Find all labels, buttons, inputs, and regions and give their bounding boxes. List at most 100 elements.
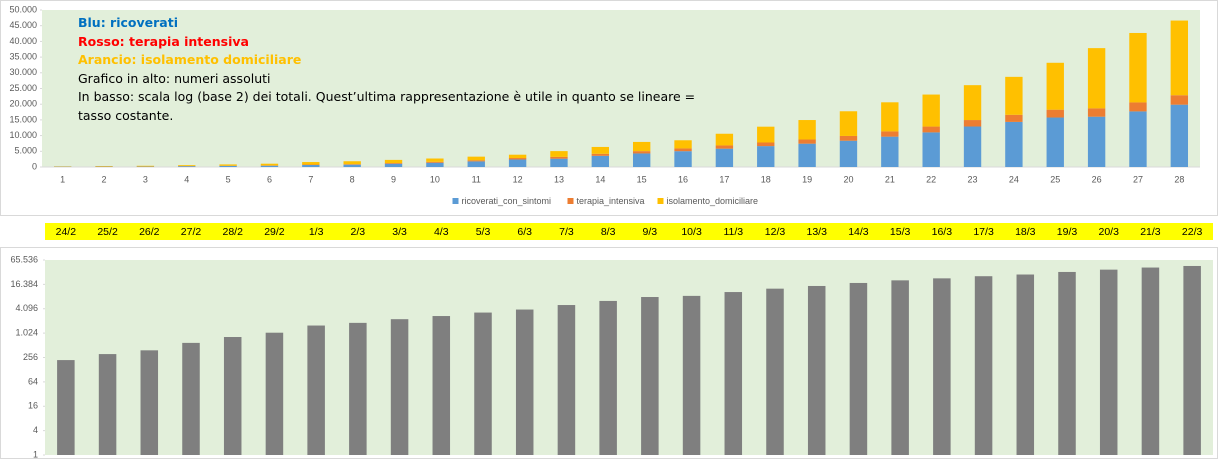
bar-segment xyxy=(1129,111,1147,167)
legend-swatch xyxy=(452,198,459,204)
category-label: 22/3 xyxy=(1182,226,1203,238)
category-label: 8/3 xyxy=(601,226,616,238)
annotation: In basso: scala log (base 2) dei totali.… xyxy=(78,89,696,123)
legend-label: terapia_intensiva xyxy=(577,196,645,206)
bar-segment xyxy=(674,148,692,152)
x-tick-label: 28 xyxy=(1174,174,1184,184)
category-label: 3/3 xyxy=(392,226,407,238)
category-label: 11/3 xyxy=(723,226,743,238)
bar-segment xyxy=(343,164,361,167)
bar-segment xyxy=(963,120,982,127)
bar-segment xyxy=(881,136,899,167)
bar-segment xyxy=(1087,116,1106,167)
bar-segment xyxy=(219,164,237,166)
bar-segment xyxy=(219,165,237,167)
y-tick-label: 15.000 xyxy=(9,114,37,124)
bar-segment xyxy=(178,165,196,167)
x-tick-label: 2 xyxy=(102,174,107,184)
bar-segment xyxy=(1087,48,1106,109)
legend-swatch xyxy=(657,198,664,204)
x-tick-label: 9 xyxy=(391,174,396,184)
bar xyxy=(265,332,284,455)
bar-segment xyxy=(1046,62,1064,110)
category-label: 9/3 xyxy=(643,226,658,238)
bar-segment xyxy=(757,146,775,167)
y-tick-label: 16 xyxy=(28,401,38,411)
bar-segment xyxy=(467,160,485,162)
bar xyxy=(1099,269,1118,455)
bar-segment xyxy=(632,153,651,167)
bar-segment xyxy=(1005,114,1023,122)
bar xyxy=(349,322,367,455)
y-tick-label: 10.000 xyxy=(9,130,37,140)
category-label: 18/3 xyxy=(1015,226,1036,238)
bar xyxy=(307,325,325,455)
bar-segment xyxy=(1129,102,1147,112)
x-tick-label: 26 xyxy=(1092,174,1102,184)
x-tick-label: 4 xyxy=(184,174,189,184)
bar xyxy=(98,354,117,455)
category-label: 19/3 xyxy=(1057,226,1078,238)
bar-segment xyxy=(384,159,403,164)
bar-segment xyxy=(881,131,899,137)
category-label: 5/3 xyxy=(476,226,491,238)
bar-segment xyxy=(136,165,155,167)
bar-segment xyxy=(839,140,858,167)
bar xyxy=(57,360,75,455)
bar-segment xyxy=(591,146,610,154)
y-tick-label: 4 xyxy=(33,425,38,435)
bar-segment xyxy=(963,85,982,121)
y-tick-label: 45.000 xyxy=(9,20,37,30)
bar-segment xyxy=(467,156,485,161)
bar-segment xyxy=(508,154,527,159)
x-tick-label: 1 xyxy=(60,174,65,184)
y-tick-label: 20.000 xyxy=(9,99,37,109)
bar-segment xyxy=(178,166,196,167)
bar xyxy=(766,288,784,455)
bar xyxy=(223,337,242,455)
bar-segment xyxy=(467,161,485,167)
bar-segment xyxy=(550,151,568,157)
bar-segment xyxy=(715,145,734,149)
annotations: Blu: ricoverati Rosso: terapia intensiva A… xyxy=(78,14,718,125)
bar-segment xyxy=(922,126,940,133)
legend-label: isolamento_domiciliare xyxy=(667,196,759,206)
bar-segment xyxy=(757,126,775,143)
category-label: 2/3 xyxy=(351,226,366,238)
bar xyxy=(849,282,868,455)
category-label: 21/3 xyxy=(1140,226,1161,238)
bar-segment xyxy=(1046,109,1064,118)
bar xyxy=(599,300,617,455)
bar-segment xyxy=(922,94,940,127)
bar-segment xyxy=(260,165,279,167)
category-label: 25/2 xyxy=(97,226,118,238)
x-tick-label: 22 xyxy=(926,174,936,184)
bar-segment xyxy=(550,158,568,167)
bar xyxy=(682,295,701,455)
bar xyxy=(390,319,409,455)
annotation: Grafico in alto: numeri assoluti xyxy=(78,70,271,86)
category-label: 13/3 xyxy=(806,226,827,238)
x-tick-label: 21 xyxy=(885,174,895,184)
bar-segment xyxy=(1005,121,1023,167)
bar-segment xyxy=(715,133,734,146)
y-tick-label: 5.000 xyxy=(14,146,37,156)
bar-segment xyxy=(550,156,568,159)
bar-segment xyxy=(1087,108,1106,117)
x-tick-label: 5 xyxy=(226,174,231,184)
x-tick-label: 10 xyxy=(430,174,440,184)
x-tick-label: 12 xyxy=(513,174,523,184)
bar-segment xyxy=(881,102,899,132)
bar-segment xyxy=(674,151,692,167)
bar xyxy=(891,280,909,455)
category-label: 10/3 xyxy=(681,226,702,238)
category-label: 24/2 xyxy=(56,226,77,238)
y-tick-label: 25.000 xyxy=(9,83,37,93)
bar-segment xyxy=(343,161,361,165)
bar-segment xyxy=(384,163,403,164)
bar-segment xyxy=(343,164,361,165)
bar-segment xyxy=(508,158,527,160)
category-label: 27/2 xyxy=(181,226,202,238)
bar-segment xyxy=(963,126,982,167)
bar-segment xyxy=(1170,104,1189,167)
